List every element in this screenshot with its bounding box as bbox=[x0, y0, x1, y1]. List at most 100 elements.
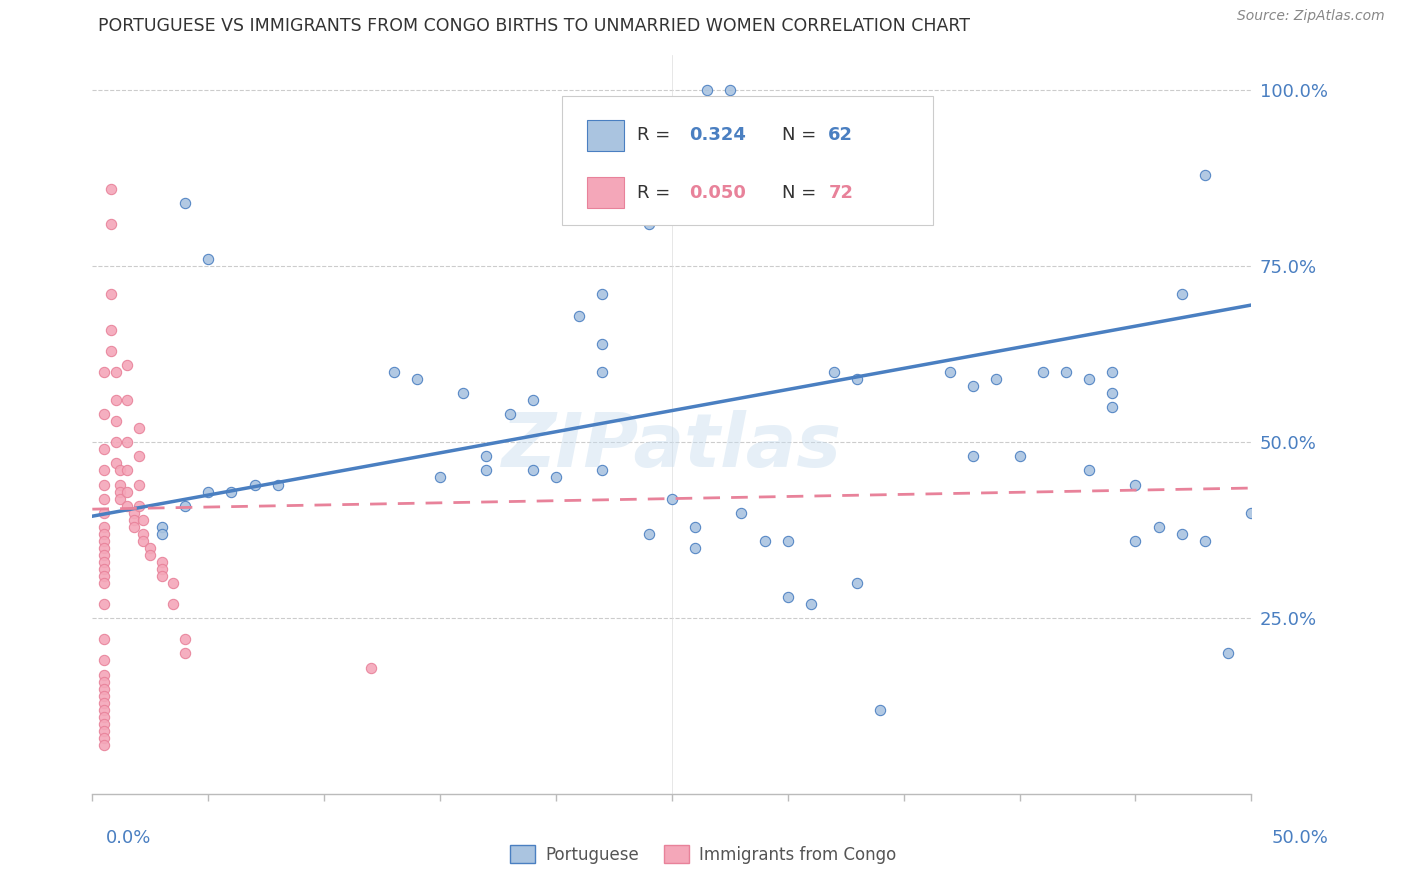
Point bbox=[104, 457, 127, 471]
Text: N =: N = bbox=[782, 127, 823, 145]
Text: Source: ZipAtlas.com: Source: ZipAtlas.com bbox=[1237, 9, 1385, 22]
Point bbox=[122, 513, 145, 527]
Point bbox=[197, 484, 219, 499]
Point bbox=[93, 569, 115, 583]
Point bbox=[139, 541, 162, 555]
Text: 72: 72 bbox=[828, 184, 853, 202]
Point bbox=[846, 576, 869, 591]
Point bbox=[93, 723, 115, 738]
Point bbox=[986, 372, 1008, 386]
Point bbox=[429, 470, 451, 484]
Point bbox=[1171, 526, 1194, 541]
Point bbox=[93, 653, 115, 667]
Point bbox=[93, 576, 115, 591]
Point bbox=[93, 731, 115, 745]
Point bbox=[108, 491, 131, 506]
Point bbox=[197, 252, 219, 267]
Text: 0.050: 0.050 bbox=[689, 184, 747, 202]
Point bbox=[683, 541, 706, 555]
Point bbox=[93, 555, 115, 569]
Point bbox=[108, 484, 131, 499]
Point bbox=[591, 287, 613, 301]
Point bbox=[93, 632, 115, 647]
Point bbox=[174, 499, 197, 513]
Point bbox=[100, 217, 122, 231]
Point bbox=[1101, 365, 1123, 379]
Point bbox=[139, 548, 162, 562]
Point bbox=[846, 372, 869, 386]
Point bbox=[93, 738, 115, 752]
Point bbox=[962, 379, 984, 393]
Point bbox=[132, 526, 155, 541]
Point bbox=[1101, 400, 1123, 414]
Point bbox=[1218, 647, 1240, 661]
Point bbox=[174, 196, 197, 211]
Point bbox=[475, 463, 498, 477]
Point bbox=[1194, 168, 1216, 182]
Point bbox=[150, 562, 173, 576]
Point bbox=[174, 632, 197, 647]
Point bbox=[93, 442, 115, 457]
Point bbox=[1078, 372, 1101, 386]
Point bbox=[93, 667, 115, 681]
Point bbox=[475, 450, 498, 464]
Point bbox=[150, 555, 173, 569]
Point bbox=[128, 450, 150, 464]
Point bbox=[1078, 463, 1101, 477]
Point bbox=[93, 365, 115, 379]
Point bbox=[115, 463, 138, 477]
Point bbox=[132, 513, 155, 527]
Point bbox=[267, 477, 290, 491]
Point bbox=[718, 83, 741, 97]
Point bbox=[93, 703, 115, 717]
Point bbox=[93, 562, 115, 576]
Point bbox=[522, 463, 544, 477]
Text: R =: R = bbox=[637, 127, 676, 145]
Point bbox=[730, 506, 752, 520]
Point bbox=[162, 576, 184, 591]
Text: ZIPatlas: ZIPatlas bbox=[502, 410, 842, 483]
Point bbox=[637, 217, 659, 231]
FancyBboxPatch shape bbox=[562, 95, 932, 225]
Legend: Portuguese, Immigrants from Congo: Portuguese, Immigrants from Congo bbox=[503, 838, 903, 871]
FancyBboxPatch shape bbox=[588, 177, 624, 208]
Point bbox=[108, 463, 131, 477]
Point bbox=[93, 526, 115, 541]
Point bbox=[1147, 520, 1170, 534]
Point bbox=[962, 450, 984, 464]
Point bbox=[591, 336, 613, 351]
Point bbox=[405, 372, 427, 386]
Point bbox=[122, 506, 145, 520]
Point bbox=[568, 309, 591, 323]
Point bbox=[100, 323, 122, 337]
Point bbox=[93, 716, 115, 731]
Text: 62: 62 bbox=[828, 127, 853, 145]
Point bbox=[128, 499, 150, 513]
Text: PORTUGUESE VS IMMIGRANTS FROM CONGO BIRTHS TO UNMARRIED WOMEN CORRELATION CHART: PORTUGUESE VS IMMIGRANTS FROM CONGO BIRT… bbox=[98, 17, 970, 35]
Point bbox=[93, 696, 115, 710]
Point bbox=[869, 703, 891, 717]
Point bbox=[150, 569, 173, 583]
Point bbox=[128, 421, 150, 435]
Point bbox=[1008, 450, 1031, 464]
Point bbox=[93, 710, 115, 724]
Point bbox=[93, 477, 115, 491]
Point bbox=[243, 477, 266, 491]
Point bbox=[451, 386, 474, 401]
Point bbox=[776, 533, 799, 548]
Point bbox=[93, 548, 115, 562]
Text: R =: R = bbox=[637, 184, 676, 202]
Point bbox=[115, 484, 138, 499]
Point bbox=[100, 343, 122, 358]
Point bbox=[93, 597, 115, 611]
Point bbox=[1171, 287, 1194, 301]
Point bbox=[1194, 533, 1216, 548]
Point bbox=[1240, 506, 1263, 520]
Point bbox=[360, 660, 382, 674]
Point bbox=[104, 392, 127, 407]
Point bbox=[93, 491, 115, 506]
Point bbox=[100, 182, 122, 196]
Point bbox=[221, 484, 243, 499]
Point bbox=[93, 520, 115, 534]
Point bbox=[93, 407, 115, 421]
